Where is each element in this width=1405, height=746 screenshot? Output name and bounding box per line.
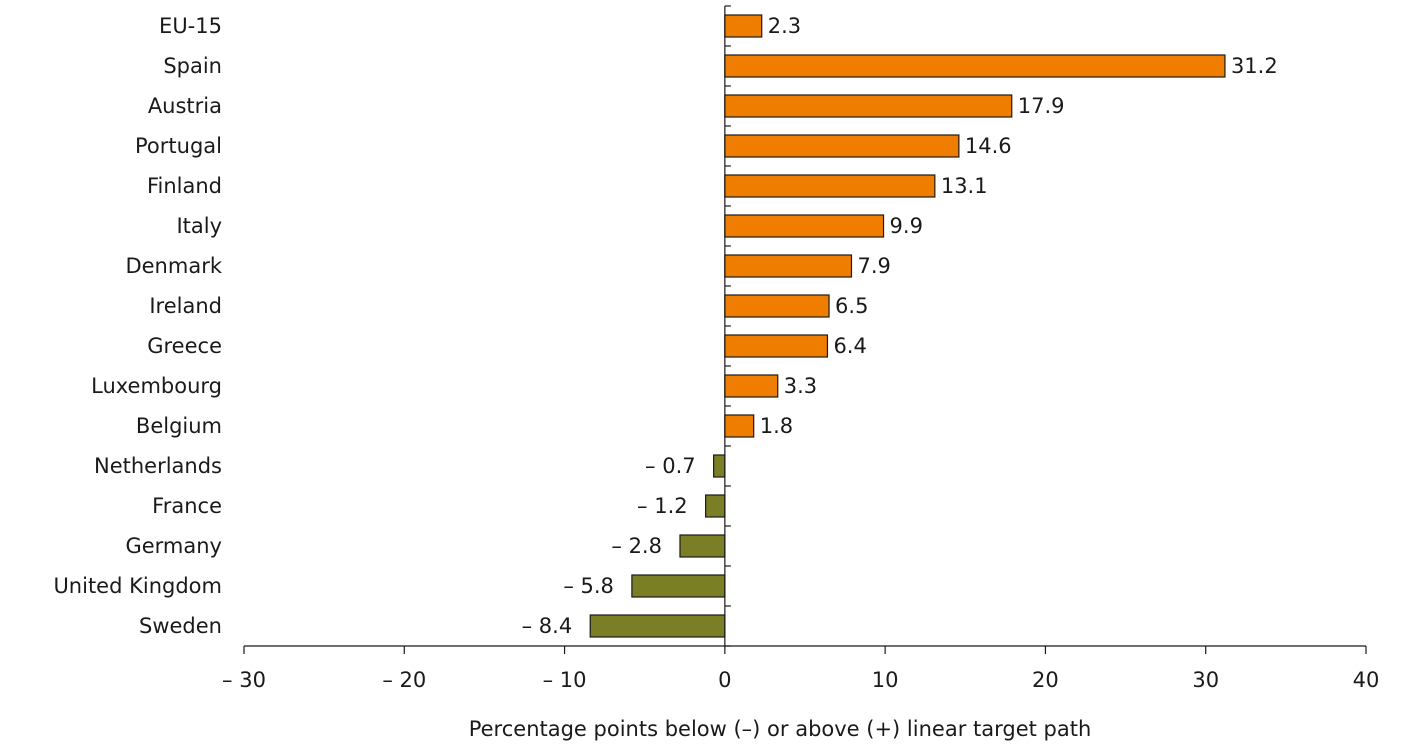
bar-germany <box>679 534 726 558</box>
x-tick-label: – 10 <box>543 668 587 692</box>
category-label: Denmark <box>125 254 222 278</box>
data-label: 13.1 <box>941 174 988 198</box>
category-label: Italy <box>176 214 222 238</box>
axes-group <box>244 5 1366 647</box>
data-label: 1.8 <box>760 414 793 438</box>
bar-spain <box>724 54 1226 78</box>
data-label: 14.6 <box>965 134 1012 158</box>
category-label: Luxembourg <box>91 374 222 398</box>
x-tick-label: 20 <box>1032 668 1059 692</box>
bar-portugal <box>724 134 960 158</box>
data-label: 17.9 <box>1018 94 1065 118</box>
category-label: Austria <box>148 94 222 118</box>
data-label: – 8.4 <box>522 614 573 638</box>
category-label: Germany <box>125 534 222 558</box>
bar-netherlands <box>713 454 726 478</box>
category-label: Belgium <box>136 414 222 438</box>
category-label: Sweden <box>139 614 222 638</box>
bar-united-kingdom <box>631 574 726 598</box>
category-labels: EU-15 Spain Austria Portugal Finland Italy Den… <box>53 14 222 638</box>
bar-sweden <box>589 614 726 638</box>
bar-belgium <box>724 414 755 438</box>
value-labels: 2.3 31.2 17.914.6 13.1 9.97.9 6.5 6.4 3.3 1.8 – 0… <box>522 14 1278 638</box>
data-label: – 5.8 <box>563 574 614 598</box>
category-label: Netherlands <box>94 454 222 478</box>
category-label: France <box>152 494 222 518</box>
data-label: 7.9 <box>857 254 890 278</box>
bar-greece <box>724 334 829 358</box>
data-label: 9.9 <box>890 214 923 238</box>
category-label: EU-15 <box>159 14 222 38</box>
bar-italy <box>724 214 885 238</box>
x-tick-label: 30 <box>1192 668 1219 692</box>
data-label: 3.3 <box>784 374 817 398</box>
x-tick-label: – 20 <box>382 668 426 692</box>
data-label: 6.4 <box>833 334 866 358</box>
data-label: 6.5 <box>835 294 868 318</box>
x-tick-label: 40 <box>1353 668 1380 692</box>
category-label: Ireland <box>149 294 222 318</box>
bar-ireland <box>724 294 830 318</box>
x-axis-title: Percentage points below (–) or above (+)… <box>469 717 1092 741</box>
bar-austria <box>724 94 1013 118</box>
bar-luxembourg <box>724 374 779 398</box>
x-tick-label: 0 <box>718 668 731 692</box>
category-label: United Kingdom <box>53 574 222 598</box>
category-label: Finland <box>147 174 222 198</box>
data-label: – 1.2 <box>637 494 688 518</box>
bar-denmark <box>724 254 853 278</box>
bars-group <box>589 14 1226 638</box>
bar-france <box>705 494 726 518</box>
data-label: – 0.7 <box>645 454 696 478</box>
data-label: – 2.8 <box>611 534 662 558</box>
category-label: Greece <box>147 334 222 358</box>
bar-finland <box>724 174 936 198</box>
data-label: 2.3 <box>768 14 801 38</box>
category-label: Portugal <box>135 134 222 158</box>
category-label: Spain <box>163 54 222 78</box>
x-ticks: – 30 – 20 – 10 0 10 20 30 40 <box>222 646 1379 692</box>
data-label: 31.2 <box>1231 54 1278 78</box>
x-tick-label: 10 <box>872 668 899 692</box>
bar-eu-15 <box>724 14 763 38</box>
x-tick-label: – 30 <box>222 668 266 692</box>
